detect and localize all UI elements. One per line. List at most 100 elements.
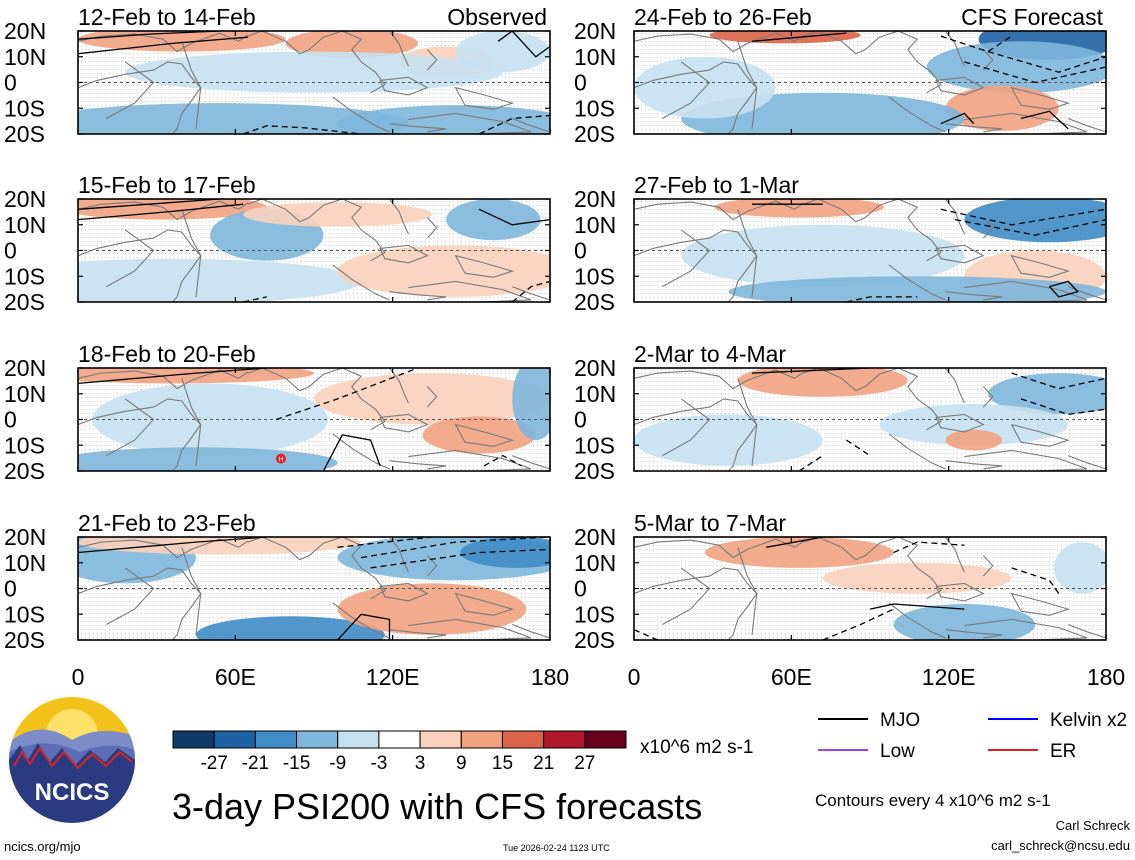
coastline — [379, 244, 429, 264]
coastline — [945, 123, 1003, 133]
colorbar-label: 3 — [415, 753, 426, 774]
mjo-contour — [1020, 398, 1106, 416]
y-tick-label: 10S — [4, 432, 45, 458]
mjo-contour — [822, 608, 894, 640]
y-tick-label: 0 — [574, 70, 587, 96]
anomaly-shading — [988, 373, 1106, 415]
mjo-contour — [78, 368, 267, 385]
panel-date-label: 12-Feb to 14-Feb — [78, 4, 256, 30]
panel-field — [634, 31, 1106, 134]
coastline — [379, 582, 429, 602]
logo-text: NCICS — [35, 779, 110, 806]
y-tick-label: 20N — [574, 524, 616, 550]
coastline — [342, 199, 386, 262]
coastline — [454, 86, 515, 110]
coastline — [78, 538, 249, 559]
coastline — [803, 537, 899, 561]
mjo-contour — [478, 114, 550, 134]
coastline — [106, 567, 155, 625]
coastline — [332, 602, 390, 639]
panel-field — [634, 199, 1106, 302]
coastline — [964, 280, 1088, 302]
x-tick-label: 60E — [215, 664, 256, 690]
anomaly-shading — [634, 414, 823, 466]
coastline — [78, 229, 202, 302]
coastline — [379, 413, 429, 433]
y-tick-label: 20S — [574, 627, 615, 653]
coastline — [389, 629, 447, 639]
coastline — [634, 538, 805, 559]
mjo-contour — [846, 439, 871, 457]
coastline — [634, 369, 805, 390]
coastline — [78, 567, 202, 640]
coastline — [935, 244, 985, 264]
coastline — [389, 368, 409, 404]
coastline — [737, 209, 758, 297]
storm-marker — [275, 453, 286, 464]
coastline — [737, 378, 758, 466]
y-tick-label: 20S — [574, 121, 615, 147]
anomaly-shading — [446, 199, 541, 241]
coastline — [512, 623, 550, 639]
mjo-contour — [497, 31, 550, 58]
coastline — [945, 460, 1003, 470]
anomaly-shading — [893, 603, 1036, 640]
coastline — [888, 602, 946, 639]
y-tick-label: 20N — [574, 18, 616, 44]
mjo-contour — [511, 280, 550, 302]
coastline — [332, 433, 390, 470]
y-tick-label: 20N — [4, 186, 46, 212]
colorbar-label: -15 — [283, 753, 310, 774]
coastline — [379, 76, 429, 96]
colorbar-swatch — [213, 730, 256, 749]
colorbar-label: 15 — [492, 753, 513, 774]
y-tick-label: 20N — [574, 355, 616, 381]
anomaly-shading — [78, 103, 409, 134]
coastline — [945, 629, 1003, 639]
contour-legend-label: ER — [1050, 741, 1076, 762]
coastline — [945, 291, 1003, 301]
colorbar-label: -3 — [370, 753, 387, 774]
coastline — [181, 209, 202, 297]
coastline — [512, 286, 550, 301]
x-tick-label: 0 — [628, 664, 641, 690]
coastline — [181, 41, 202, 129]
panel-field — [634, 537, 1106, 640]
y-tick-label: 10S — [4, 263, 45, 289]
mjo-contour — [322, 434, 381, 471]
anomaly-shading — [460, 537, 550, 568]
mjo-contour — [987, 50, 1106, 73]
coastline — [1068, 117, 1106, 133]
coastline — [332, 264, 390, 301]
panel-date-label: 15-Feb to 17-Feb — [78, 172, 256, 198]
coastline — [247, 31, 343, 55]
y-tick-label: 10S — [574, 601, 615, 627]
anomaly-shading — [337, 245, 550, 297]
mjo-contour — [78, 36, 248, 55]
contour-legend-label: Kelvin x2 — [1050, 710, 1127, 731]
y-tick-label: 10N — [4, 381, 46, 407]
colorbar-swatch — [337, 730, 380, 749]
y-tick-label: 0 — [574, 576, 587, 602]
anomaly-shading — [728, 276, 1106, 302]
coastline — [737, 547, 758, 635]
mjo-contour — [634, 629, 658, 640]
colorbar-label: -9 — [329, 753, 346, 774]
y-tick-label: 0 — [574, 238, 587, 264]
x-tick-label: 120E — [922, 664, 976, 690]
storm-marker-label: H — [278, 457, 283, 464]
coastline — [78, 61, 202, 134]
anomaly-shading — [822, 562, 1012, 594]
mjo-contour — [940, 112, 975, 125]
mjo-contour — [243, 296, 267, 302]
colorbar-swatch — [254, 730, 298, 749]
panel-kind-label: Observed — [447, 4, 547, 30]
y-tick-label: 20S — [4, 121, 45, 147]
colorbar-label: 21 — [533, 753, 554, 774]
coastline — [888, 96, 946, 133]
panel-date-label: 24-Feb to 26-Feb — [634, 4, 812, 30]
y-tick-label: 10S — [4, 601, 45, 627]
